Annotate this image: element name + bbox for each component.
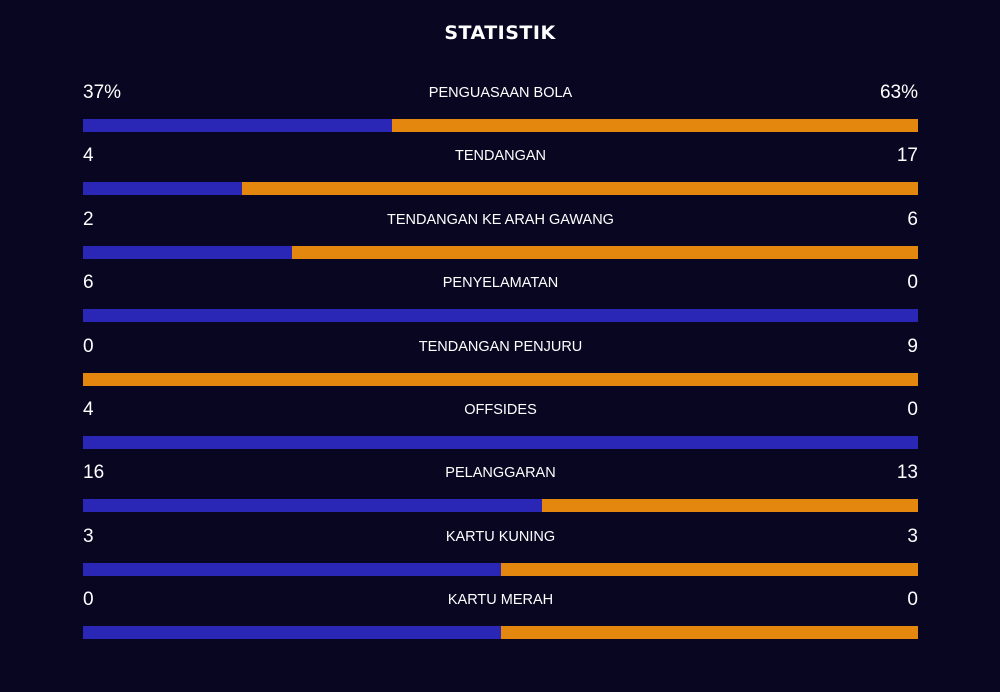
away-value: 0 [907, 589, 918, 611]
stat-label: OFFSIDES [464, 401, 537, 418]
home-bar-fill [83, 119, 392, 132]
home-value: 37% [83, 82, 122, 103]
comparison-bar [83, 372, 918, 386]
stat-row-saves: 6 PENYELAMATAN 0 [83, 270, 918, 333]
comparison-bar [83, 119, 918, 132]
stat-label: PELANGGARAN [445, 465, 556, 482]
home-bar-fill [83, 626, 501, 640]
home-value: 6 [83, 272, 94, 294]
stat-label: TENDANGAN KE ARAH GAWANG [387, 211, 614, 228]
home-value: 0 [83, 335, 94, 357]
home-value: 0 [83, 589, 94, 611]
stat-row-red-cards: 0 KARTU MERAH 0 [83, 587, 918, 650]
comparison-bar [83, 245, 918, 259]
stat-row-offsides: 4 OFFSIDES 0 [83, 397, 918, 460]
comparison-bar [83, 562, 918, 576]
stat-row-corners: 0 TENDANGAN PENJURU 9 [83, 334, 918, 397]
comparison-bar [83, 435, 918, 449]
home-value: 16 [83, 462, 105, 484]
comparison-bar [83, 499, 918, 513]
stat-row-fouls: 16 PELANGGARAN 13 [83, 460, 918, 523]
home-bar-fill [83, 499, 543, 513]
home-bar-fill [83, 309, 918, 323]
away-value: 9 [907, 335, 918, 357]
home-value: 2 [83, 208, 94, 230]
stat-row-shots: 4 TENDANGAN 17 [83, 143, 918, 206]
stat-label: KARTU MERAH [447, 592, 554, 609]
stat-label: PENYELAMATAN [442, 275, 559, 292]
stat-label: PENGUASAAN BOLA [428, 85, 573, 101]
home-value: 4 [83, 145, 94, 167]
away-value: 17 [896, 145, 918, 167]
stat-label: TENDANGAN [454, 148, 547, 165]
comparison-bar [83, 626, 918, 640]
away-value: 3 [907, 525, 918, 547]
away-value: 13 [896, 462, 918, 484]
stat-row-possession: 37% PENGUASAAN BOLA 63% [83, 80, 918, 143]
home-bar-fill [83, 182, 242, 196]
away-value: 0 [907, 272, 918, 294]
comparison-bar [83, 309, 918, 323]
away-value: 63% [879, 82, 918, 103]
home-value: 4 [83, 398, 94, 420]
home-bar-fill [83, 562, 501, 576]
stat-row-shots-on-target: 2 TENDANGAN KE ARAH GAWANG 6 [83, 207, 918, 270]
stats-title: STATISTIK [444, 22, 556, 44]
stat-label: KARTU KUNING [445, 528, 556, 545]
comparison-bar [83, 182, 918, 196]
home-bar-fill [83, 435, 918, 449]
stat-label: TENDANGAN PENJURU [418, 338, 583, 355]
away-value: 6 [907, 208, 918, 230]
stat-row-yellow-cards: 3 KARTU KUNING 3 [83, 524, 918, 587]
home-bar-fill [83, 245, 292, 259]
stats-list: 37% PENGUASAAN BOLA 63% 4 TENDANGAN 17 2… [83, 80, 918, 651]
away-value: 0 [907, 398, 918, 420]
home-value: 3 [83, 525, 94, 547]
